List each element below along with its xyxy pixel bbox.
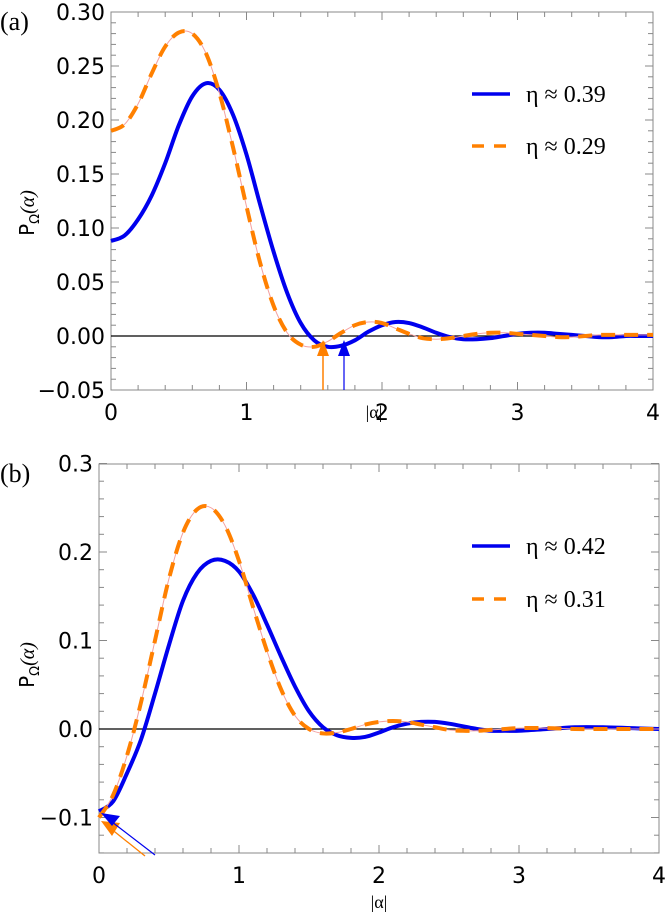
x-tick-label: 2 xyxy=(375,401,389,426)
svg-text:PΩ(α): PΩ(α) xyxy=(15,642,43,688)
panel-a-arrow-orange xyxy=(317,340,329,390)
y-tick-label: 0.05 xyxy=(56,271,105,296)
panel-b-frame xyxy=(98,463,660,854)
y-tick-label: 0.3 xyxy=(58,453,93,478)
y-tick-label: 0.25 xyxy=(56,55,105,80)
x-tick-label: 1 xyxy=(240,401,254,426)
y-tick-label: 0.20 xyxy=(56,109,105,134)
y-tick-label: −0.1 xyxy=(40,807,93,832)
panel-a-arrow-blue xyxy=(338,340,350,390)
panel-b-legend: η ≈ 0.42 η ≈ 0.31 xyxy=(472,534,606,613)
panel-b-arrow-orange xyxy=(101,821,146,857)
series-dashed-line xyxy=(97,504,659,819)
x-tick-label: 1 xyxy=(232,864,246,889)
y-tick-label: 0.2 xyxy=(58,541,93,566)
legend-b-series-2: η ≈ 0.31 xyxy=(526,587,606,613)
x-tick-label: 4 xyxy=(646,401,660,426)
series-dashed-line xyxy=(110,28,653,350)
x-tick-label: 4 xyxy=(652,864,665,889)
y-tick-label: 0.0 xyxy=(58,718,93,743)
y-tick-label: 0.1 xyxy=(58,630,93,655)
panel-a-label: (a) xyxy=(0,7,29,36)
panel-b-curves xyxy=(97,504,660,819)
panel-b-arrow-blue xyxy=(101,813,156,856)
x-tick-label: 2 xyxy=(372,864,386,889)
panel-a-curves xyxy=(110,28,653,350)
panel-b-ticks: 0 1 2 3 4 0.3 0.2 0.1 0.0 −0.1 xyxy=(40,453,665,890)
x-tick-label: 0 xyxy=(92,864,106,889)
panel-b-xlabel: |α| xyxy=(371,892,388,912)
y-tick-label: 0.15 xyxy=(56,163,105,188)
panel-a: (a) 0 1 2 3 4 0.30 0.25 0.20 0.15 0.10 0.05 0.00 −0.… xyxy=(0,1,660,426)
y-tick-label: 0.10 xyxy=(56,217,105,242)
x-tick-label: 3 xyxy=(512,864,526,889)
y-tick-label: 0.30 xyxy=(56,1,105,26)
series-solid-line xyxy=(110,81,653,350)
panel-b-label: (b) xyxy=(0,459,30,488)
panel-a-ticks: 0 1 2 3 4 0.30 0.25 0.20 0.15 0.10 0.05 0.00 −0.05 xyxy=(38,1,660,426)
svg-text:PΩ(α): PΩ(α) xyxy=(15,190,43,236)
panel-a-xlabel: |α| xyxy=(366,402,383,422)
panel-b: (b) 0 1 2 3 4 0.3 0.2 0.1 0.0 −0.1 η ≈ 0.42 η ≈ 0… xyxy=(0,453,665,913)
panel-a-ylabel: PΩ(α) xyxy=(15,190,43,236)
x-tick-label: 0 xyxy=(104,401,118,426)
x-tick-label: 3 xyxy=(511,401,525,426)
panel-b-ylabel: PΩ(α) xyxy=(15,642,43,688)
legend-a-series-2: η ≈ 0.29 xyxy=(526,134,606,160)
legend-a-series-1: η ≈ 0.39 xyxy=(526,82,606,108)
panel-a-legend: η ≈ 0.39 η ≈ 0.29 xyxy=(472,82,606,160)
y-tick-label: −0.05 xyxy=(38,379,105,404)
y-tick-label: 0.00 xyxy=(56,325,105,350)
legend-b-series-1: η ≈ 0.42 xyxy=(526,534,606,560)
